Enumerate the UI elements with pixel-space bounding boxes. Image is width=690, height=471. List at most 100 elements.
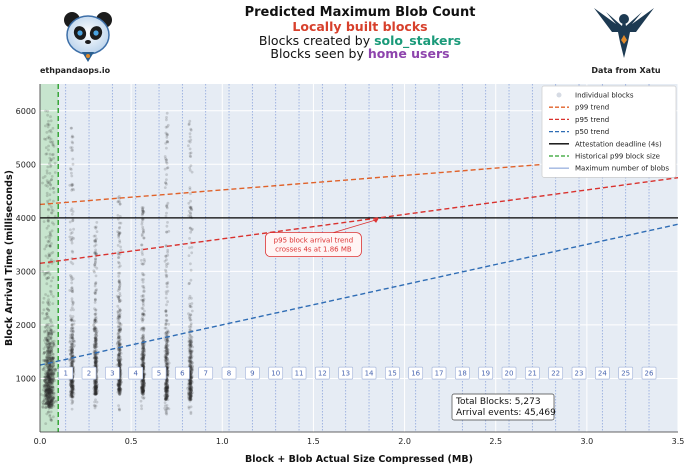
block-point — [49, 355, 53, 358]
block-point — [70, 323, 74, 326]
block-point — [46, 399, 50, 402]
block-point — [140, 343, 144, 347]
block-point — [166, 300, 170, 304]
block-point — [93, 297, 97, 301]
block-point — [52, 330, 56, 334]
block-point — [44, 377, 48, 381]
block-point — [45, 337, 49, 340]
block-point — [46, 386, 50, 390]
block-point — [43, 378, 47, 382]
block-point — [49, 389, 53, 393]
blob-count-label: 17 — [435, 370, 444, 378]
block-point — [70, 286, 74, 290]
block-point — [48, 374, 52, 378]
block-point — [45, 338, 49, 342]
historical-size-region — [40, 84, 59, 432]
block-point — [165, 206, 169, 210]
block-point — [118, 335, 121, 338]
block-point — [71, 387, 74, 390]
block-point — [48, 401, 52, 405]
y-tick-label: 2000 — [16, 321, 36, 330]
block-point — [45, 395, 48, 398]
block-point — [46, 348, 50, 352]
block-point — [50, 178, 53, 182]
block-point — [48, 239, 51, 243]
block-point — [141, 393, 145, 396]
block-point — [50, 398, 53, 402]
block-point — [48, 329, 52, 333]
block-point — [50, 389, 54, 393]
block-point — [50, 350, 53, 354]
block-point — [47, 332, 50, 335]
block-point — [70, 290, 74, 293]
block-point — [117, 359, 120, 363]
block-point — [70, 350, 74, 354]
block-point — [166, 358, 170, 362]
block-point — [50, 371, 54, 375]
block-point — [47, 371, 51, 375]
block-point — [70, 236, 74, 239]
block-point — [54, 368, 57, 372]
block-point — [48, 152, 52, 156]
block-point — [45, 276, 49, 280]
block-point — [39, 393, 43, 396]
block-point — [47, 373, 51, 377]
block-point — [50, 365, 54, 369]
block-point — [165, 146, 168, 150]
block-point — [71, 315, 75, 318]
block-point — [50, 399, 54, 403]
block-point — [70, 378, 74, 382]
block-point — [44, 362, 48, 365]
block-point — [163, 353, 167, 357]
block-point — [50, 211, 54, 215]
block-point — [51, 385, 54, 388]
block-point — [188, 327, 192, 331]
block-point — [188, 237, 192, 240]
block-point — [44, 336, 47, 340]
block-point — [44, 390, 48, 394]
block-point — [46, 374, 49, 378]
subtitle-locally-built: Locally built blocks — [292, 19, 428, 34]
block-point — [142, 290, 145, 293]
block-point — [49, 381, 53, 385]
block-point — [187, 336, 191, 340]
block-point — [46, 373, 50, 377]
block-point — [48, 331, 52, 335]
block-point — [69, 390, 73, 393]
block-point — [53, 369, 57, 372]
block-point — [48, 181, 51, 185]
block-point — [94, 398, 97, 402]
block-point — [140, 278, 144, 282]
block-point — [189, 211, 192, 215]
block-point — [48, 391, 52, 395]
block-point — [47, 368, 51, 372]
block-point — [47, 331, 51, 335]
block-point — [70, 382, 74, 386]
block-point — [69, 352, 72, 356]
block-point — [43, 380, 47, 383]
block-point — [50, 348, 54, 352]
block-point — [50, 399, 54, 403]
block-point — [45, 243, 49, 247]
block-point — [47, 375, 50, 379]
blob-count-label: 8 — [227, 370, 231, 378]
block-point — [49, 416, 53, 420]
block-point — [44, 382, 48, 385]
block-point — [48, 341, 52, 345]
block-point — [165, 303, 168, 307]
block-point — [69, 318, 73, 322]
block-point — [50, 391, 53, 395]
block-point — [69, 381, 73, 384]
block-point — [93, 338, 97, 342]
block-point — [47, 224, 50, 228]
scatter-points — [39, 109, 195, 425]
block-point — [42, 296, 46, 300]
block-point — [44, 377, 48, 381]
block-point — [70, 361, 73, 365]
block-point — [51, 276, 55, 279]
block-point — [43, 391, 47, 394]
block-point — [52, 356, 55, 360]
block-point — [70, 392, 74, 395]
block-point — [47, 355, 51, 358]
